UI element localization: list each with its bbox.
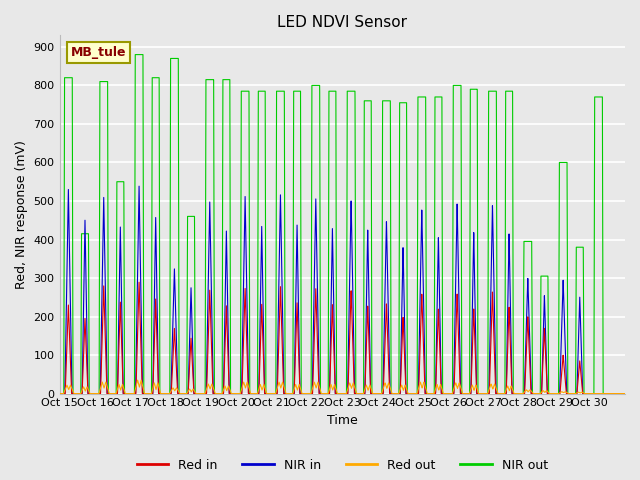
X-axis label: Time: Time: [327, 414, 358, 427]
Y-axis label: Red, NIR response (mV): Red, NIR response (mV): [15, 140, 28, 289]
Text: MB_tule: MB_tule: [71, 46, 126, 59]
Legend: Red in, NIR in, Red out, NIR out: Red in, NIR in, Red out, NIR out: [132, 454, 553, 477]
Title: LED NDVI Sensor: LED NDVI Sensor: [277, 15, 407, 30]
